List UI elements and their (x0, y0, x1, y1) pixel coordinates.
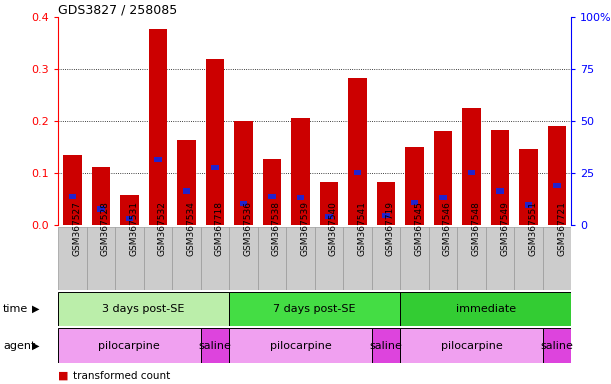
Bar (58, 292, 229, 326)
Bar (229, 292, 400, 326)
Text: 7 days post-SE: 7 days post-SE (273, 304, 356, 314)
Bar (268, 194, 276, 199)
Bar (371, 227, 400, 290)
Text: 3 days post-SE: 3 days post-SE (103, 304, 185, 314)
Text: GSM367548: GSM367548 (472, 201, 480, 256)
Bar (92, 167, 110, 225)
Bar (240, 201, 247, 207)
Text: saline: saline (541, 341, 574, 351)
Text: GDS3827 / 258085: GDS3827 / 258085 (58, 3, 177, 16)
Text: GSM367551: GSM367551 (529, 201, 538, 256)
Text: time: time (3, 304, 28, 314)
Text: saline: saline (199, 341, 232, 351)
Bar (496, 189, 503, 194)
Text: ▶: ▶ (32, 304, 39, 314)
Bar (58, 328, 200, 363)
Bar (177, 140, 196, 225)
Bar (348, 78, 367, 225)
Bar (297, 195, 304, 200)
Bar (457, 227, 486, 290)
Bar (400, 292, 571, 326)
Bar (439, 195, 447, 200)
Bar (97, 207, 104, 212)
Bar (315, 227, 343, 290)
Bar (514, 227, 543, 290)
Bar (229, 227, 258, 290)
Bar (463, 108, 481, 225)
Bar (183, 189, 190, 194)
Bar (200, 328, 229, 363)
Bar (548, 126, 566, 225)
Bar (200, 227, 229, 290)
Text: ■: ■ (58, 371, 68, 381)
Bar (434, 131, 452, 225)
Text: GSM367718: GSM367718 (215, 201, 224, 256)
Bar (154, 157, 161, 162)
Bar (172, 227, 200, 290)
Text: pilocarpine: pilocarpine (269, 341, 331, 351)
Bar (87, 227, 115, 290)
Bar (320, 182, 338, 225)
Bar (291, 118, 310, 225)
Bar (554, 183, 561, 189)
Text: GSM367534: GSM367534 (186, 201, 196, 256)
Bar (120, 195, 139, 225)
Bar (468, 170, 475, 175)
Bar (543, 227, 571, 290)
Bar (400, 227, 429, 290)
Bar (286, 227, 315, 290)
Text: ▶: ▶ (32, 341, 39, 351)
Bar (343, 227, 371, 290)
Text: pilocarpine: pilocarpine (441, 341, 502, 351)
Bar (115, 227, 144, 290)
Bar (400, 328, 543, 363)
Bar (68, 194, 76, 199)
Bar (144, 227, 172, 290)
Bar (206, 59, 224, 225)
Text: pilocarpine: pilocarpine (98, 341, 160, 351)
Text: GSM367538: GSM367538 (272, 201, 281, 256)
Text: GSM367527: GSM367527 (72, 201, 81, 256)
Bar (354, 170, 361, 175)
Bar (382, 213, 390, 218)
Bar (234, 121, 253, 225)
Bar (126, 216, 133, 221)
Bar (148, 29, 167, 225)
Bar (263, 159, 281, 225)
Text: saline: saline (370, 341, 403, 351)
Text: GSM367528: GSM367528 (101, 201, 110, 256)
Bar (491, 130, 510, 225)
Bar (543, 328, 571, 363)
Bar (63, 155, 82, 225)
Bar (211, 165, 219, 170)
Text: GSM367531: GSM367531 (130, 201, 138, 256)
Bar (377, 182, 395, 225)
Bar (325, 214, 332, 220)
Bar (58, 227, 87, 290)
Bar (429, 227, 457, 290)
Bar (525, 202, 532, 207)
Text: GSM367545: GSM367545 (414, 201, 423, 256)
Text: agent: agent (3, 341, 35, 351)
Bar (519, 149, 538, 225)
Text: GSM367541: GSM367541 (357, 201, 367, 256)
Text: GSM367546: GSM367546 (443, 201, 452, 256)
Text: GSM367719: GSM367719 (386, 201, 395, 256)
Bar (371, 328, 400, 363)
Text: GSM367540: GSM367540 (329, 201, 338, 256)
Bar (405, 147, 424, 225)
Text: transformed count: transformed count (73, 371, 170, 381)
Text: GSM367532: GSM367532 (158, 201, 167, 256)
Text: GSM367536: GSM367536 (243, 201, 252, 256)
Bar (258, 227, 286, 290)
Text: immediate: immediate (456, 304, 516, 314)
Bar (486, 227, 514, 290)
Text: GSM367549: GSM367549 (500, 201, 509, 256)
Bar (229, 328, 371, 363)
Bar (411, 200, 418, 205)
Text: GSM367539: GSM367539 (301, 201, 309, 256)
Text: GSM367721: GSM367721 (557, 201, 566, 256)
